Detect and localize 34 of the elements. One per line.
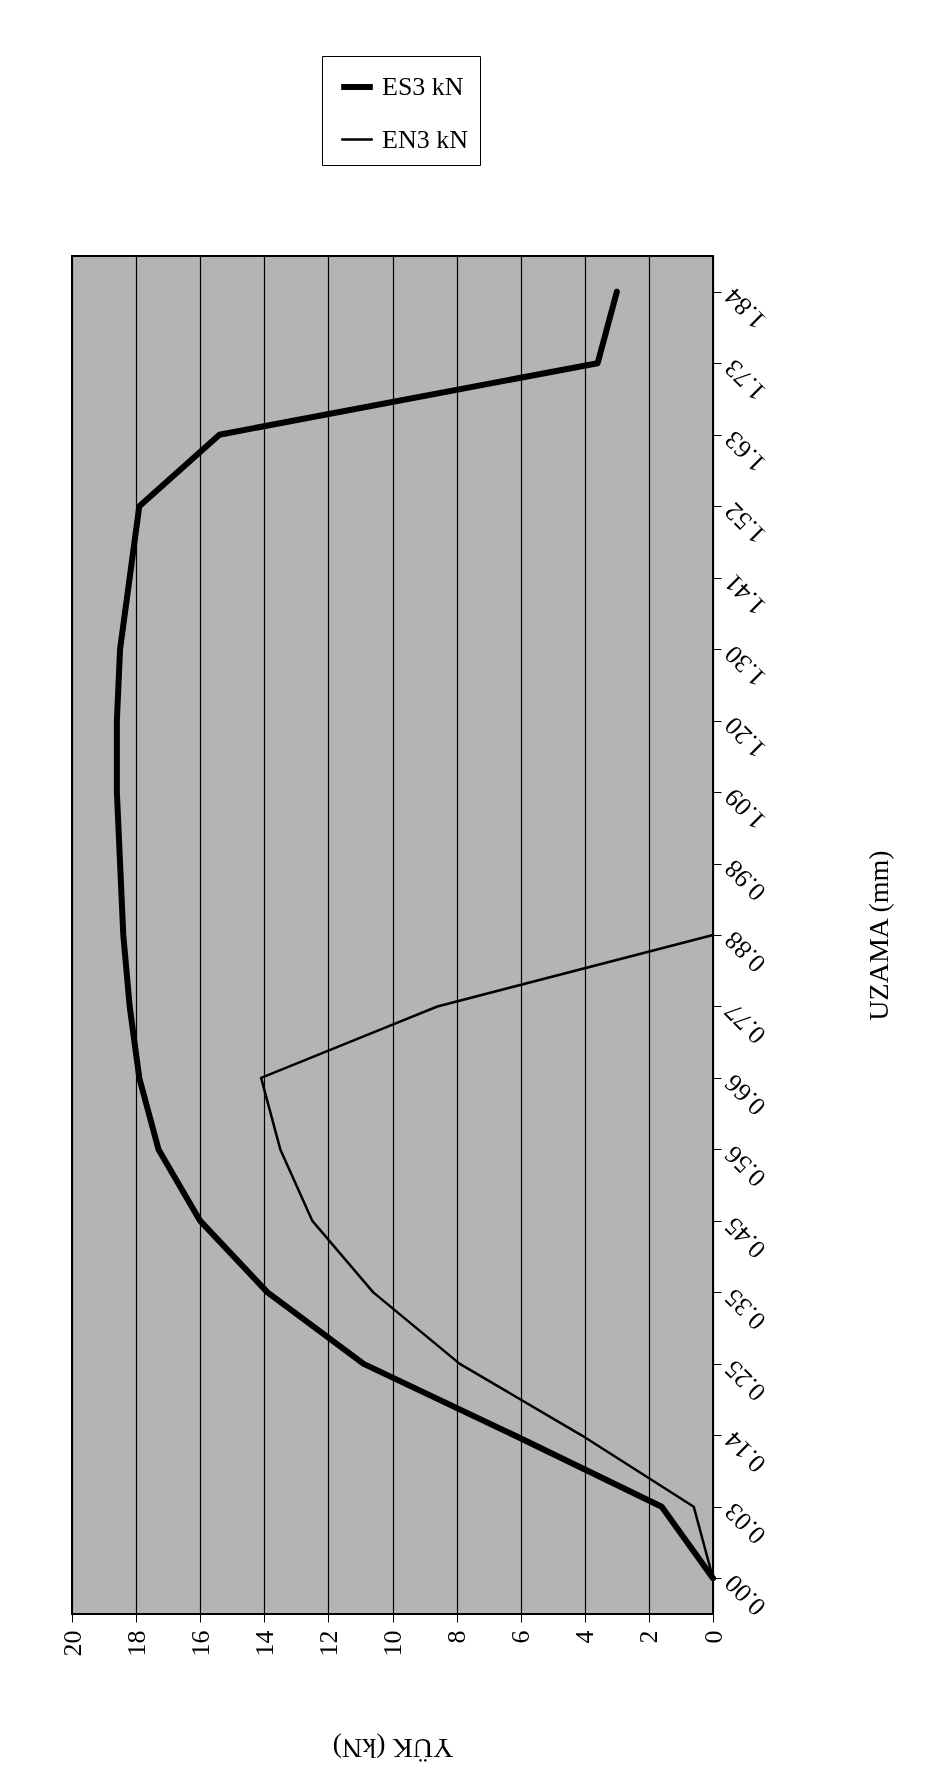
x-tick-label: 12	[313, 1630, 343, 1657]
x-tick-label: 14	[249, 1630, 279, 1657]
y-axis-title: UZAMA (mm)	[862, 850, 894, 1021]
x-tick-label: 20	[57, 1630, 87, 1657]
x-tick-label: 6	[506, 1630, 536, 1644]
y-tick-label: 1.30	[718, 639, 772, 693]
x-tick-label: 4	[570, 1630, 600, 1644]
y-tick-label: 0.25	[718, 1354, 772, 1408]
x-tick-label: 2	[634, 1630, 664, 1644]
x-tick-label: 16	[185, 1630, 215, 1657]
y-tick-label: 1.09	[718, 782, 772, 836]
x-tick-label: 0	[698, 1630, 728, 1644]
y-tick-label: 0.00	[718, 1568, 772, 1622]
y-tick-label: 0.77	[718, 997, 772, 1050]
y-tick-label: 1.41	[718, 568, 772, 621]
y-tick-label: 1.73	[718, 353, 772, 407]
y-tick-label: 0.88	[718, 925, 772, 979]
x-axis-title: YÜK (kN)	[332, 1732, 454, 1764]
y-tick-label: 0.56	[718, 1140, 772, 1193]
x-tick-label: 18	[121, 1630, 151, 1657]
y-tick-label: 1.84	[718, 282, 772, 336]
y-tick-label: 0.98	[718, 854, 772, 907]
y-tick-label: 0.45	[718, 1211, 772, 1265]
y-tick-label: 0.35	[718, 1282, 772, 1336]
y-tick-label: 1.20	[718, 711, 772, 764]
y-tick-label: 0.66	[718, 1068, 772, 1122]
y-tick-label: 0.03	[718, 1497, 772, 1551]
y-tick-label: 1.63	[718, 425, 772, 478]
legend-label: ES3 kN	[382, 72, 464, 101]
y-tick-label: 1.52	[718, 496, 772, 550]
y-tick-label: 0.14	[718, 1425, 772, 1479]
legend-label: EN3 kN	[382, 124, 469, 154]
x-tick-label: 10	[378, 1630, 407, 1657]
x-tick-label: 8	[442, 1630, 472, 1644]
